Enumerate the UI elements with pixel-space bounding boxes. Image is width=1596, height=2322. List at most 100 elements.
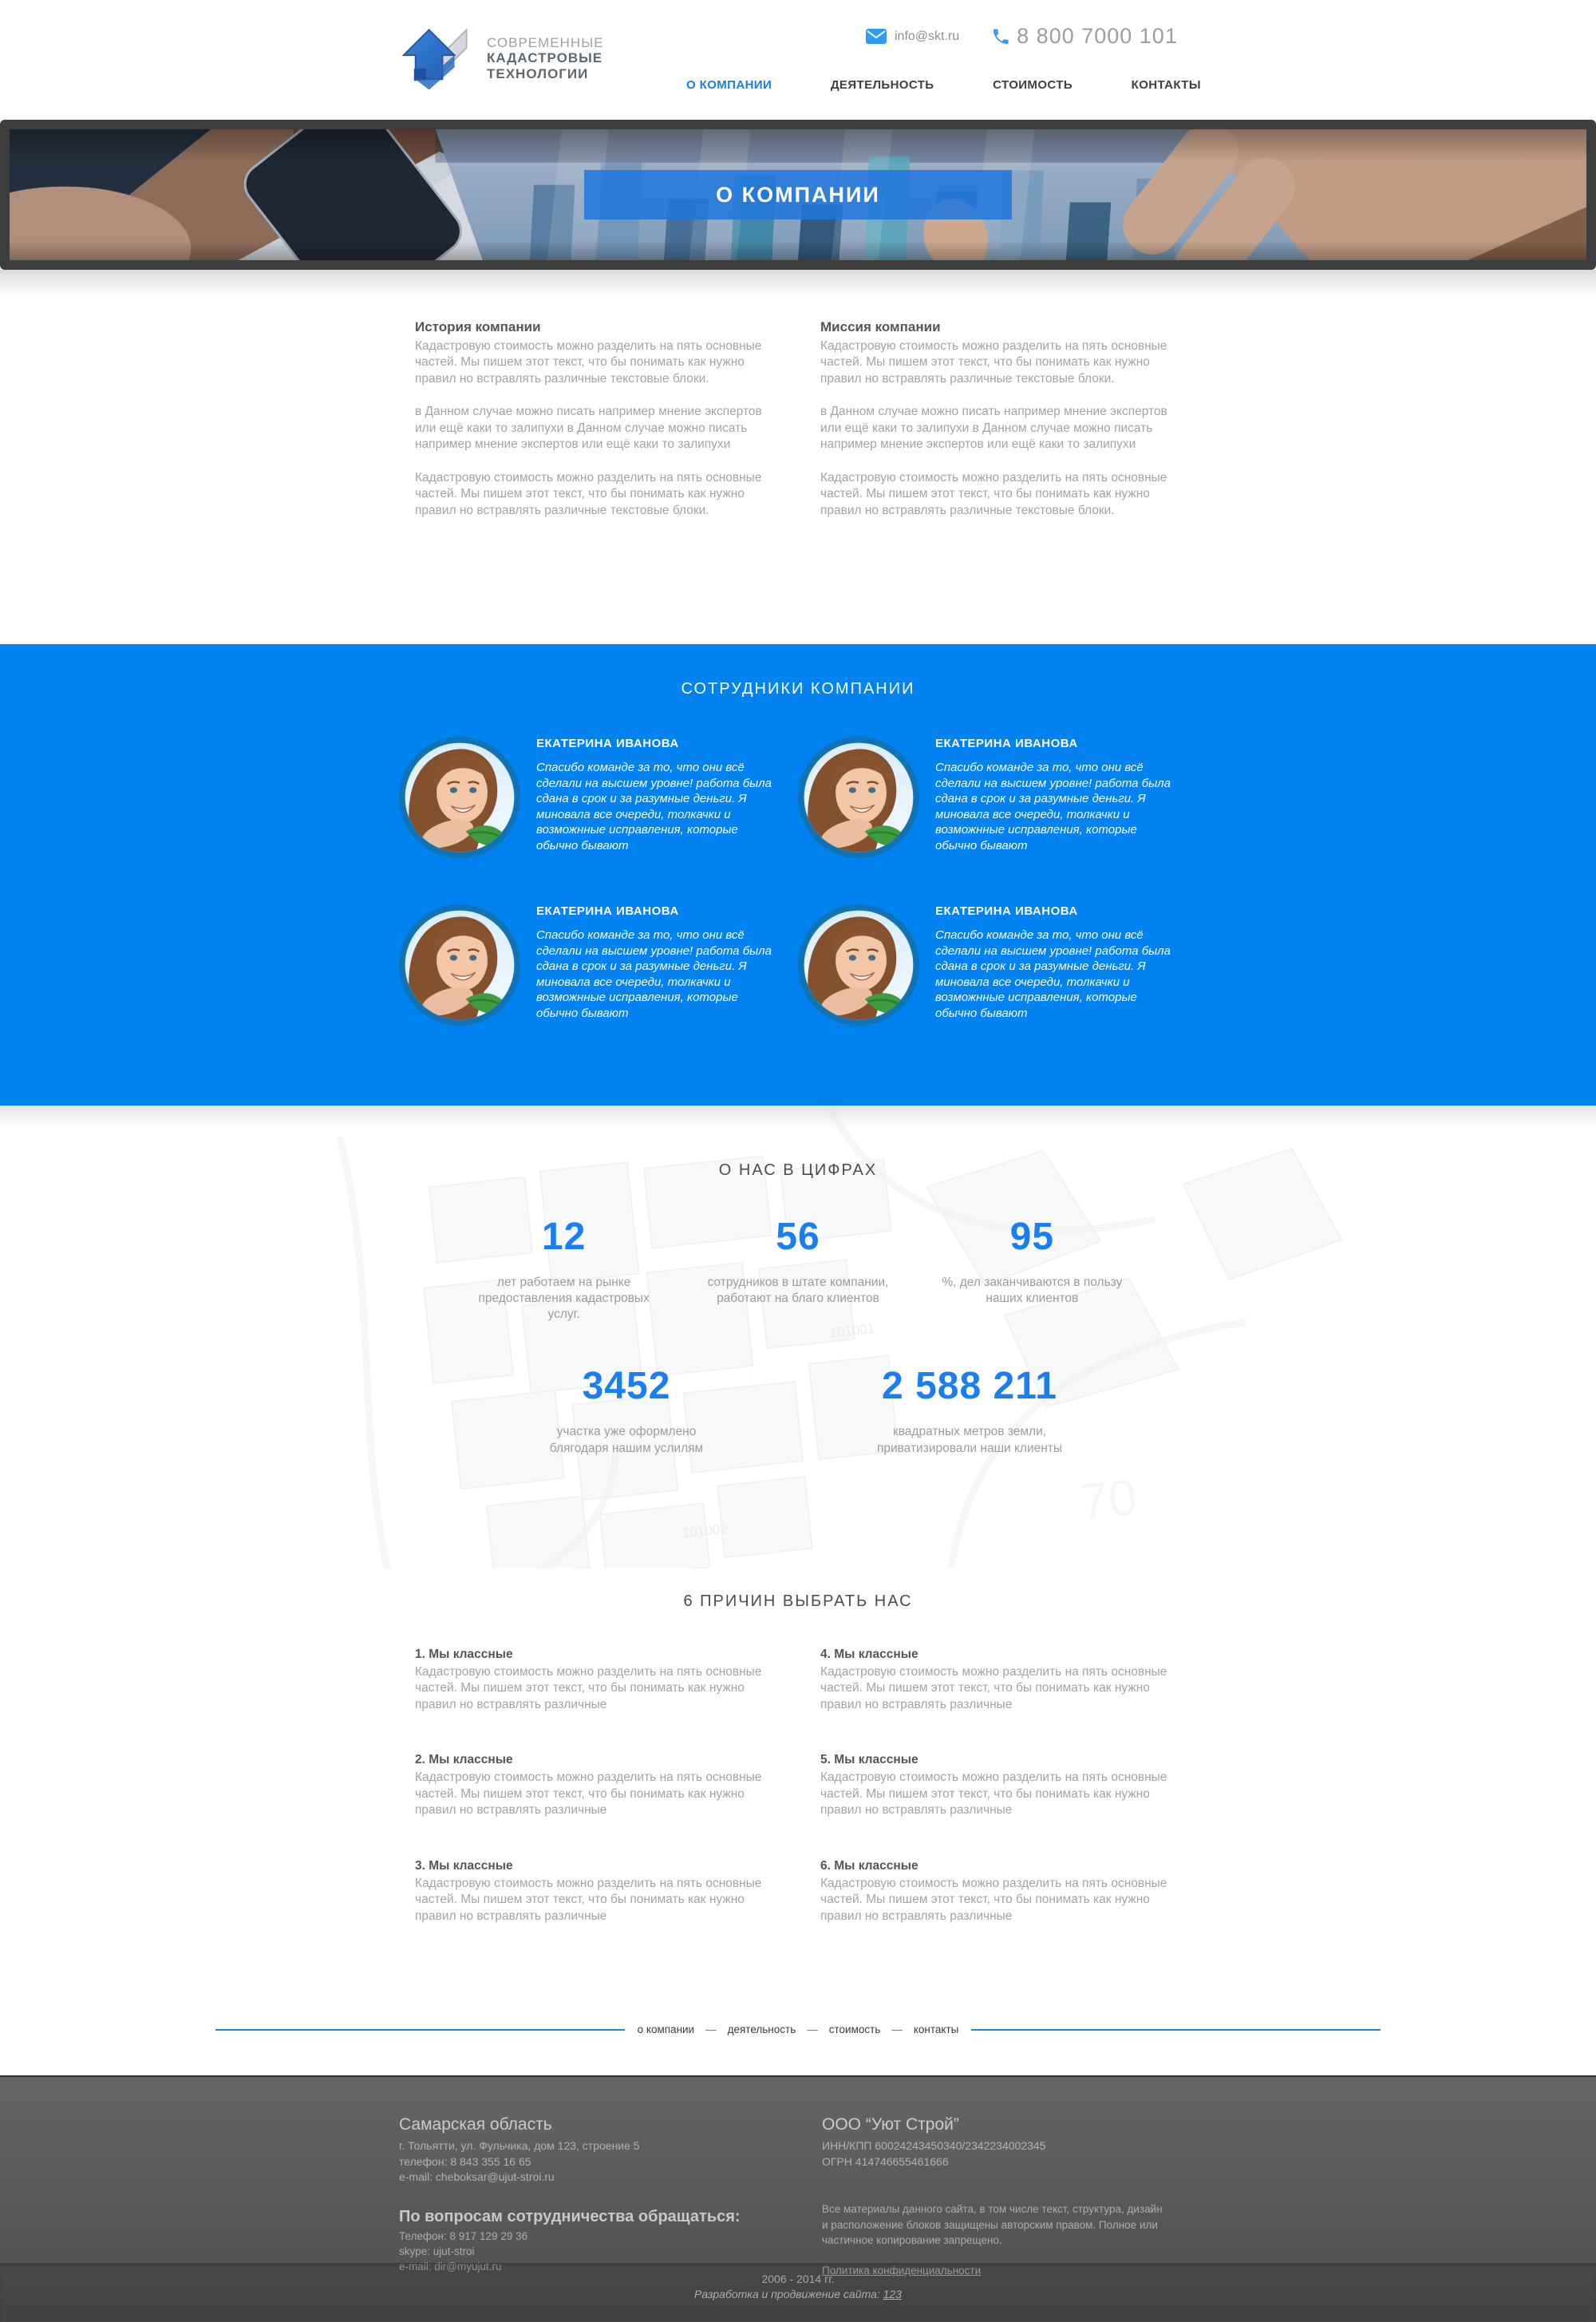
stat-value: 56 [776, 1216, 820, 1258]
employee-name: ЕКАТЕРИНА ИВАНОВА [935, 737, 1078, 750]
mission-paragraph-1: Кадастровую стоимость можно разделить на… [820, 339, 1167, 386]
about-section: История компании Кадастровую стоимость м… [0, 270, 1596, 644]
reason-heading: 2. Мы классные [415, 1753, 513, 1767]
footer-phone: телефон: 8 843 355 16 65 [399, 2154, 531, 2168]
footer-coop-email[interactable]: e-mail: dir@myujut.ru [399, 2260, 502, 2273]
stat-value: 2 588 211 [882, 1365, 1057, 1408]
reason-item-2: 2. Мы классные Кадастровую стоимость мож… [415, 1753, 776, 1818]
reasons-section: 6 ПРИЧИН ВЫБРАТЬ НАС 1. Мы классные Када… [0, 1568, 1596, 1984]
footer-bottom-bar: 2006 - 2014 гг. Разработка и продвижение… [0, 2263, 1596, 2322]
reason-body: Кадастровую стоимость можно разделить на… [415, 1665, 762, 1711]
footer-coop-skype: skype: ujut-stroi [399, 2245, 475, 2257]
reason-item-5: 5. Мы классные Кадастровую стоимость мож… [820, 1753, 1181, 1818]
svg-text:70: 70 [1077, 1468, 1140, 1531]
reason-heading: 1. Мы классные [415, 1648, 513, 1661]
footer-left-column: Самарская область г. Тольятти, ул. Фульч… [399, 2115, 822, 2278]
footer-link-about[interactable]: о компании [637, 2023, 695, 2035]
employee-card: ЕКАТЕРИНА ИВАНОВА Спасибо команде за то,… [399, 737, 798, 858]
stat-value: 12 [541, 1216, 587, 1258]
map-background: 101001 101002 70 [336, 1106, 1343, 1568]
logo-line-1: СОВРЕМЕННЫЕ [487, 35, 604, 51]
stat-caption: сотрудников в штате компании, работают н… [707, 1276, 889, 1306]
reason-heading: 4. Мы классные [820, 1648, 918, 1661]
stat-caption: участка уже оформлено блягодаря нашим ус… [549, 1425, 704, 1455]
logo-text: СОВРЕМЕННЫЕ КАДАСТРОВЫЕ ТЕХНОЛОГИИ [487, 35, 604, 81]
reason-item-4: 4. Мы классные Кадастровую стоимость мож… [820, 1648, 1181, 1713]
reason-body: Кадастровую стоимость можно разделить на… [820, 1665, 1167, 1711]
nav-item-activity[interactable]: ДЕЯТЕЛЬНОСТЬ [830, 78, 934, 92]
stat-caption: лет работаем на рынке предоставления кад… [478, 1276, 650, 1322]
footer-nav: о компании — деятельность — стоимость — … [0, 1984, 1596, 2075]
stat-caption: квадратных метров земли, приватизировали… [876, 1425, 1063, 1455]
stats-row-1: 12 лет работаем на рынке предоставления … [447, 1215, 1149, 1323]
footer-nav-line-left [215, 2028, 625, 2031]
reason-heading: 6. Мы классные [820, 1858, 918, 1873]
employees-section: СОТРУДНИКИ КОМПАНИИ [0, 644, 1596, 1106]
history-column: История компании Кадастровую стоимость м… [415, 319, 776, 536]
footer-address: г. Тольятти, ул. Фульчика, дом 123, стро… [399, 2139, 640, 2152]
employee-avatar [798, 737, 919, 858]
footer-email[interactable]: e-mail: cheboksar@ujut-stroi.ru [399, 2170, 555, 2184]
reason-item-6: 6. Мы классные Кадастровую стоимость мож… [820, 1859, 1181, 1924]
footer-right-column: ООО “Уют Строй” ИНН/КПП 60024243450340/2… [822, 2115, 1197, 2278]
email-text: info@skt.ru [895, 29, 960, 43]
site-credit-link[interactable]: 123 [883, 2288, 902, 2300]
nav-item-pricing[interactable]: СТОИМОСТЬ [993, 78, 1073, 92]
main-nav: О КОМПАНИИ ДЕЯТЕЛЬНОСТЬ СТОИМОСТЬ КОНТАК… [686, 78, 1201, 92]
employee-card: ЕКАТЕРИНА ИВАНОВА Спасибо команде за то,… [798, 737, 1197, 858]
header: СОВРЕМЕННЫЕ КАДАСТРОВЫЕ ТЕХНОЛОГИИ info@… [0, 0, 1596, 120]
phone-text: 8 800 7000 101 [1017, 24, 1178, 48]
employee-card: ЕКАТЕРИНА ИВАНОВА Спасибо команде за то,… [399, 904, 798, 1026]
mission-paragraph-2: в Данном случае можно писать например мн… [820, 405, 1167, 452]
phone-icon [994, 29, 1009, 44]
phone-link[interactable]: 8 800 7000 101 [991, 24, 1178, 49]
stat-parcels: 3452 участка уже оформлено блягодаря наш… [455, 1364, 798, 1456]
footer-link-contacts[interactable]: контакты [913, 2023, 959, 2035]
reason-body: Кадастровую стоимость можно разделить на… [415, 1770, 762, 1818]
footer-coop-title: По вопросам сотрудничества обращаться: [399, 2207, 741, 2225]
page-title: О КОМПАНИИ [716, 182, 880, 207]
employee-avatar [798, 904, 919, 1026]
footer-region-title: Самарская область [399, 2115, 552, 2134]
email-link[interactable]: info@skt.ru [866, 29, 959, 44]
stat-caption: %, дел заканчиваются в пользу наших клие… [942, 1276, 1123, 1306]
logo-line-2: КАДАСТРОВЫЕ [487, 50, 603, 66]
employee-quote: Спасибо команде за то, что они всё сдела… [935, 928, 1171, 1020]
footer-link-activity[interactable]: деятельность [727, 2023, 796, 2035]
employees-grid: ЕКАТЕРИНА ИВАНОВА Спасибо команде за то,… [399, 737, 1197, 1026]
footer-coop-phone: Телефон: 8 917 129 29 36 [399, 2229, 528, 2242]
history-title: История компании [415, 319, 541, 334]
logo-icon [401, 28, 468, 90]
stat-staff: 56 сотрудников в штате компании, работаю… [681, 1215, 915, 1323]
history-paragraph-3: Кадастровую стоимость можно разделить на… [415, 470, 762, 517]
employee-name: ЕКАТЕРИНА ИВАНОВА [935, 904, 1078, 918]
logo[interactable]: СОВРЕМЕННЫЕ КАДАСТРОВЫЕ ТЕХНОЛОГИИ [399, 21, 604, 96]
employee-card: ЕКАТЕРИНА ИВАНОВА Спасибо команде за то,… [798, 904, 1197, 1026]
employee-quote: Спасибо команде за то, что они всё сдела… [536, 928, 772, 1020]
history-paragraph-1: Кадастровую стоимость можно разделить на… [415, 339, 762, 386]
mission-title: Миссия компании [820, 319, 941, 334]
employee-avatar [399, 904, 520, 1026]
site-credit-text: Разработка и продвижение сайта: [694, 2288, 880, 2300]
envelope-icon [866, 29, 887, 44]
stats-section: 101001 101002 70 О НАС В ЦИФРАХ 12 лет р… [0, 1106, 1596, 1568]
reason-body: Кадастровую стоимость можно разделить на… [820, 1770, 1167, 1818]
mission-column: Миссия компании Кадастровую стоимость мо… [820, 319, 1181, 536]
employee-quote: Спасибо команде за то, что они всё сдела… [935, 761, 1171, 852]
footer-link-separator: — [807, 2023, 818, 2035]
reason-item-1: 1. Мы классные Кадастровую стоимость мож… [415, 1648, 776, 1713]
hero-banner: О КОМПАНИИ [0, 120, 1596, 270]
nav-item-contacts[interactable]: КОНТАКТЫ [1131, 78, 1201, 92]
reasons-grid: 1. Мы классные Кадастровую стоимость мож… [415, 1648, 1181, 1964]
nav-item-about[interactable]: О КОМПАНИИ [686, 78, 772, 92]
footer-link-separator: — [891, 2023, 903, 2035]
site-credit: Разработка и продвижение сайта: 123 [694, 2288, 902, 2300]
privacy-policy-link[interactable]: Политика конфиденциальности [822, 2264, 982, 2277]
employees-section-title: СОТРУДНИКИ КОМПАНИИ [681, 680, 915, 698]
footer-link-pricing[interactable]: стоимость [828, 2023, 881, 2035]
stats-row-2: 3452 участка уже оформлено блягодаря наш… [455, 1364, 1141, 1456]
footer-inn: ИНН/КПП 60024243450340/2342234002345 [822, 2139, 1046, 2152]
stats-section-title: О НАС В ЦИФРАХ [718, 1161, 878, 1179]
footer-ogrn: ОГРН 414746655461666 [822, 2154, 949, 2168]
